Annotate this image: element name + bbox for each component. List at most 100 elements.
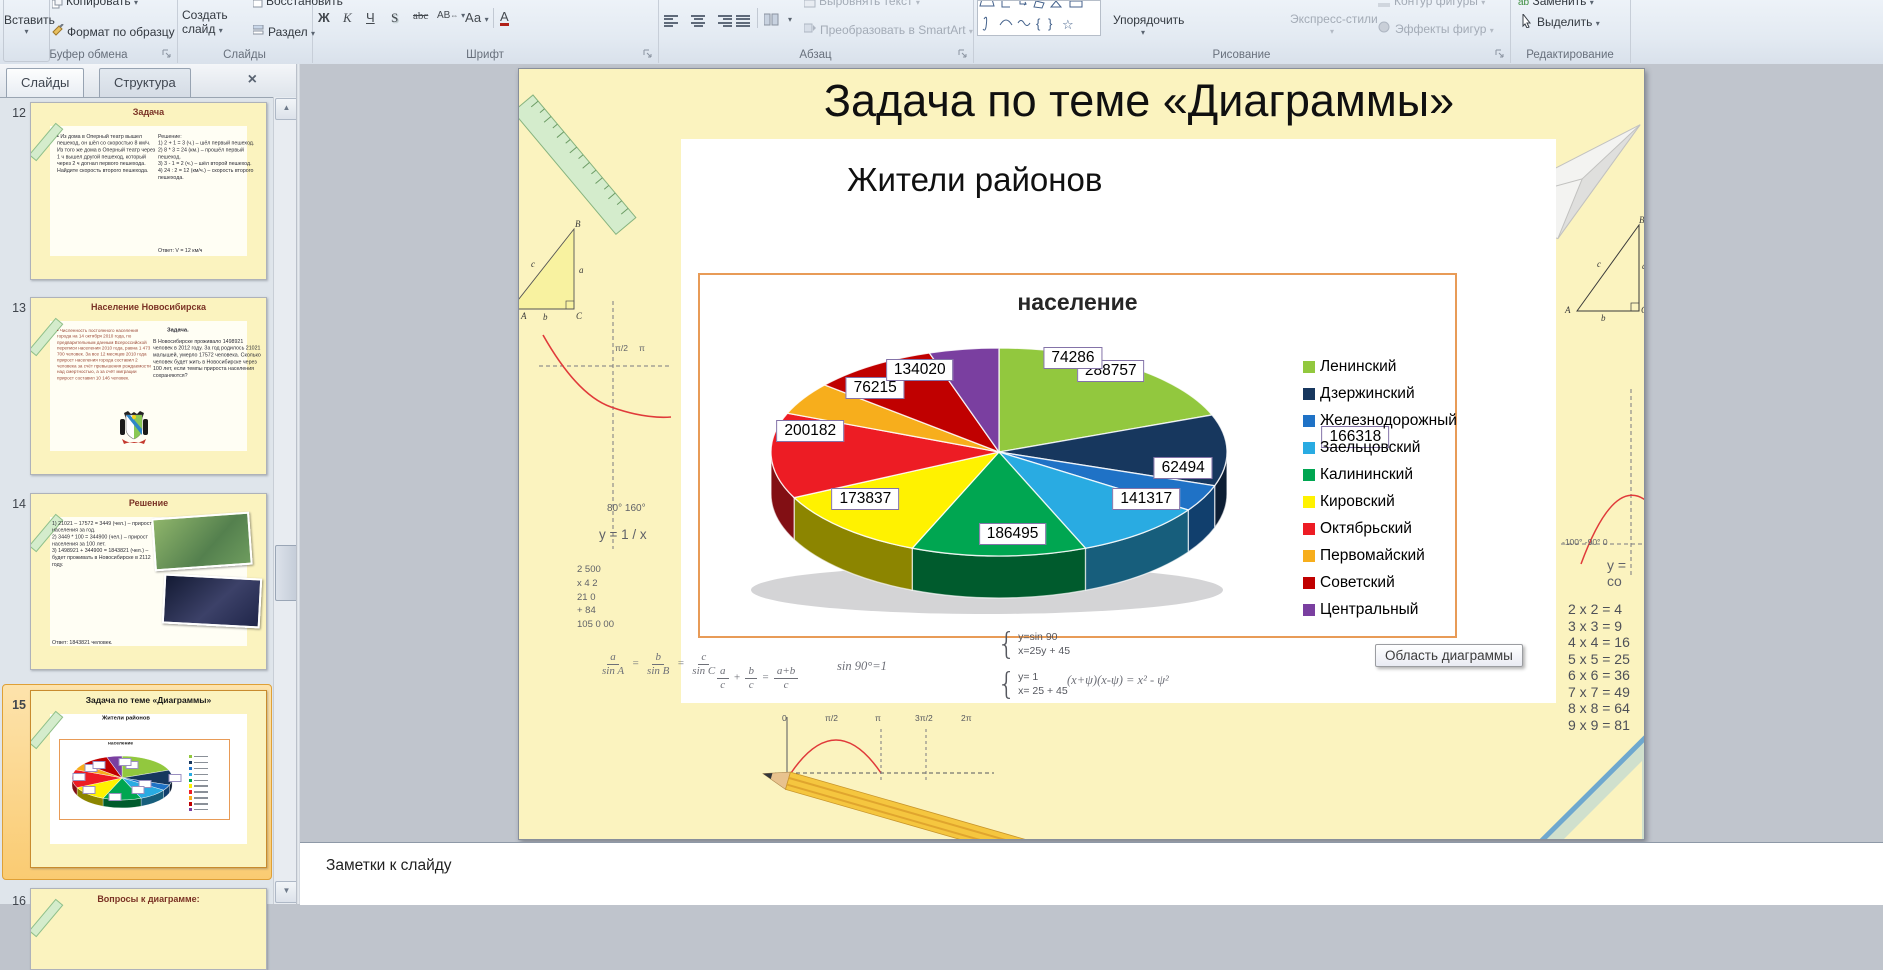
triangle-label: B	[575, 219, 581, 229]
legend-item-Кировский[interactable]: Кировский	[1303, 488, 1457, 515]
slide-thumbnail-15[interactable]: Задача по теме «Диаграммы» Жители районо…	[30, 690, 267, 868]
slides-group-label: Слайды	[223, 49, 266, 61]
triangle-label: C	[576, 311, 583, 321]
mini-pie-label	[82, 786, 96, 795]
panel-splitter[interactable]	[296, 64, 300, 904]
mult-table-row: 9 x 9 = 81	[1568, 716, 1630, 733]
align-center-button[interactable]	[686, 11, 710, 31]
triangle-label: A	[1565, 305, 1571, 315]
shape-outline-button[interactable]: Контур фигуры ▾	[1394, 0, 1486, 8]
smartart-button[interactable]: Преобразовать в SmartArt ▾	[820, 23, 973, 37]
font-dialog-launcher[interactable]	[643, 49, 653, 59]
columns-button[interactable]: ▾	[762, 11, 792, 31]
legend-item-Калининский[interactable]: Калининский	[1303, 461, 1457, 488]
pie-label-Железнодорожный[interactable]: 62494	[1153, 457, 1213, 480]
pie-label-Калининский[interactable]: 186495	[978, 522, 1047, 545]
slide-thumbnail-13[interactable]: Население Новосибирска • Численность пос…	[30, 297, 267, 475]
align-left-button[interactable]	[662, 11, 686, 31]
paste-button[interactable]: Вставить ▾	[3, 0, 55, 62]
pie-label-Первомайский[interactable]: 76215	[845, 376, 905, 399]
legend-swatch	[1303, 468, 1315, 481]
mult-table-row: 7 x 7 = 49	[1568, 683, 1630, 700]
character-spacing-button[interactable]: АВ⇔ ▾	[437, 10, 466, 21]
legend-item-Октябрьский[interactable]: Октябрьский	[1303, 515, 1457, 542]
pie-slice-Заельцовский[interactable]	[996, 450, 1190, 549]
justify-button[interactable]	[734, 11, 758, 31]
align-right-button[interactable]	[710, 11, 734, 31]
drawing-dialog-launcher[interactable]	[1495, 49, 1505, 59]
clipboard-dialog-launcher[interactable]	[162, 49, 172, 59]
tab-outline[interactable]: Структура	[99, 68, 191, 97]
shapes-gallery[interactable]: { } ☆	[977, 0, 1101, 36]
chart-legend[interactable]: Ленинский Дзержинский Железнодорожный Заель…	[1303, 353, 1457, 623]
legend-label: Первомайский	[1320, 546, 1425, 564]
new-slide-button[interactable]: Создать слайд ▾	[182, 8, 228, 36]
format-painter-button[interactable]: Формат по образцу	[67, 25, 175, 39]
pie-slice-Центральный[interactable]	[106, 755, 123, 779]
legend-item-Заельцовский[interactable]: Заельцовский	[1303, 434, 1457, 461]
reset-button[interactable]: Восстановить	[266, 0, 343, 8]
close-panel-icon[interactable]: ×	[247, 71, 257, 88]
thumb-14-title: Решение	[128, 497, 169, 508]
strikethrough-button[interactable]: abc	[413, 10, 429, 22]
select-button[interactable]: Выделить ▾	[1537, 15, 1600, 29]
legend-swatch	[1303, 522, 1315, 535]
legend-label: Железнодорожный	[1320, 411, 1457, 429]
pie-label-Кировский[interactable]: 173837	[831, 487, 900, 510]
legend-item-Ленинский[interactable]: Ленинский	[1303, 353, 1457, 380]
mini-legend-item	[188, 760, 209, 766]
legend-item-Центральный[interactable]: Центральный	[1303, 596, 1457, 623]
text-shadow-button[interactable]: S	[391, 10, 399, 25]
slide-subtitle[interactable]: Жители районов	[847, 161, 1103, 198]
legend-item-Железнодорожный[interactable]: Железнодорожный	[1303, 407, 1457, 434]
section-button[interactable]: Раздел ▾	[268, 25, 316, 39]
legend-label: Советский	[1320, 573, 1395, 591]
quick-styles-button[interactable]: Экспресс-стили	[1290, 12, 1378, 26]
pie-label-Октябрьский[interactable]: 200182	[776, 419, 845, 442]
scrollbar-up-button[interactable]: ▲	[275, 98, 298, 120]
scrollbar-down-button[interactable]: ▼	[275, 881, 298, 903]
chart-area[interactable]: население 288757 166318 62494 141317 186495 1…	[698, 273, 1457, 638]
chart-title[interactable]: население	[1017, 289, 1138, 315]
shape-effects-button[interactable]: Эффекты фигур ▾	[1395, 22, 1494, 36]
legend-swatch	[1303, 549, 1315, 562]
shape-effects-icon	[1378, 21, 1390, 33]
bold-button[interactable]: Ж	[318, 10, 330, 25]
thumb-15-title: Задача по теме «Диаграммы»	[85, 694, 212, 705]
pie-label-Центральный[interactable]: 74286	[1043, 347, 1103, 370]
replace-button[interactable]: ab Заменить ▾	[1518, 0, 1594, 8]
arrange-dropdown-arrow[interactable]: ▾	[1141, 28, 1146, 37]
legend-item-Первомайский[interactable]: Первомайский	[1303, 542, 1457, 569]
font-color-button[interactable]: А	[500, 9, 509, 26]
legend-item-Советский[interactable]: Советский	[1303, 569, 1457, 596]
align-text-button[interactable]: Выровнять текст ▾	[819, 0, 920, 8]
paragraph-dialog-launcher[interactable]	[958, 49, 968, 59]
slide-canvas[interactable]: Задача по теме «Диаграммы» Жители районо…	[518, 68, 1645, 840]
ribbon-group-slides: Создать слайд ▾ Восстановить Раздел ▾ Сл…	[177, 0, 343, 63]
pie-label-Заельцовский[interactable]: 141317	[1112, 487, 1181, 510]
thumb-12-left-text: • Из дома в Оперный театр вышел пешеход,…	[56, 133, 156, 174]
pie-label-Советский[interactable]: 134020	[885, 358, 954, 381]
reset-icon	[253, 0, 263, 8]
pie-label-Дзержинский[interactable]: 166318	[1321, 426, 1390, 449]
mini-legend-item	[188, 807, 209, 813]
italic-button[interactable]: К	[343, 10, 352, 25]
change-case-button[interactable]: Аа ▾	[465, 10, 489, 25]
system2-decoration: {y= 1 x= 25 + 45	[997, 667, 1068, 702]
mini-legend-item	[188, 783, 209, 789]
arrange-button[interactable]: Упорядочить	[1113, 13, 1185, 27]
scrollbar-thumb[interactable]	[275, 545, 298, 601]
tab-slides[interactable]: Слайды	[6, 68, 85, 97]
paste-dropdown-arrow[interactable]: ▾	[24, 27, 29, 36]
slide-thumbnail-12[interactable]: Задача • Из дома в Оперный театр вышел п…	[30, 102, 267, 280]
legend-item-Дзержинский[interactable]: Дзержинский	[1303, 380, 1457, 407]
notes-placeholder[interactable]: Заметки к слайду	[326, 857, 452, 874]
paste-label: Вставить	[4, 13, 55, 27]
underline-button[interactable]: Ч	[366, 10, 375, 25]
slide-thumbnail-14[interactable]: Решение 1) 21021 – 17572 = 3449 (чел.) –…	[30, 493, 267, 670]
thumbnails-scrollbar[interactable]: ▲ ▼	[273, 97, 298, 904]
notes-panel[interactable]: Заметки к слайду	[300, 842, 1883, 905]
slide-thumbnail-16[interactable]: Вопросы к диаграмме:	[30, 888, 267, 970]
slide-title[interactable]: Задача по теме «Диаграммы»	[823, 75, 1455, 126]
copy-button[interactable]: Копировать ▾	[66, 0, 138, 8]
